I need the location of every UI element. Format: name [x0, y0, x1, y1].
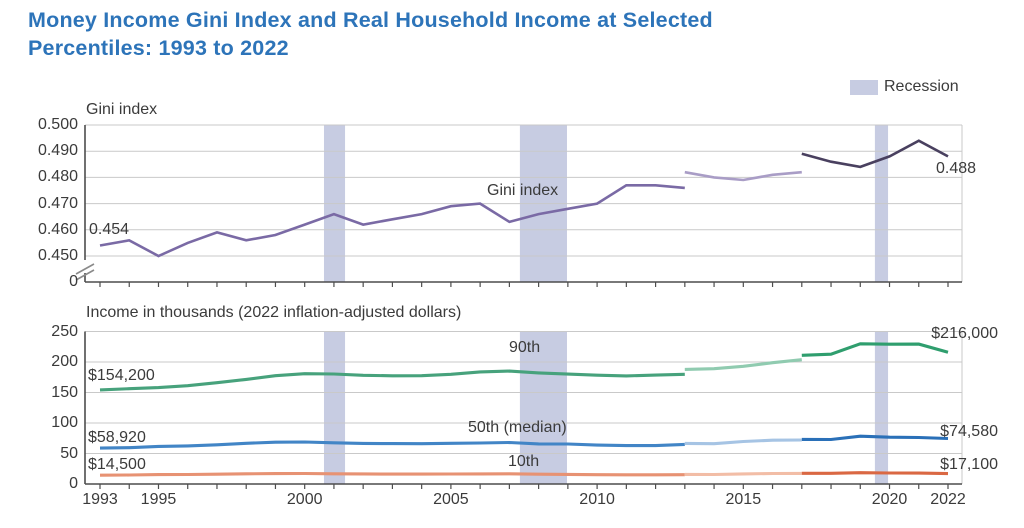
gini-y-tick-label: 0.490 — [37, 142, 78, 160]
gini-y-tick-label: 0.450 — [37, 247, 78, 264]
figure-title-line1: Money Income Gini Index and Real Househo… — [28, 8, 713, 32]
p10-line-1993-2013 — [99, 471, 685, 477]
income-y-tick-label: 200 — [51, 353, 78, 370]
p50-line-2017-2022 — [801, 434, 949, 442]
p90-line-2013-2017 — [684, 358, 802, 371]
income-y-tick-label: 100 — [51, 414, 78, 431]
gini-line-2013-2017 — [684, 170, 802, 182]
gini-y-tick-label: 0.470 — [37, 194, 78, 212]
p90-line-2017-2022 — [801, 342, 949, 357]
gini-start-value: 0.454 — [89, 221, 130, 238]
figure-title-line2: Percentiles: 1993 to 2022 — [28, 36, 289, 60]
gini-y-tick-label: 0 — [69, 273, 78, 290]
gini-y-tick-label: 0.480 — [37, 168, 78, 186]
p10-end-value: $17,100 — [940, 456, 998, 473]
axis-break-slash — [75, 263, 95, 275]
p50-line-2013-2017 — [684, 438, 802, 446]
income-panel-title: Income in thousands (2022 inflation-adju… — [86, 304, 462, 321]
gini-line-2017-2022 — [801, 139, 949, 169]
p10-line-2013-2017 — [684, 471, 802, 477]
x-tick-label: 2022 — [930, 491, 966, 508]
recession-band — [874, 331, 889, 484]
p90-start-value: $154,200 — [88, 367, 155, 384]
gini-line-1993-2013 — [99, 184, 685, 258]
x-tick-label: 2005 — [433, 491, 469, 508]
income-y-tick-label: 0 — [69, 475, 78, 492]
recession-legend-label: Recession — [884, 78, 959, 95]
p50-series-label: 50th (median) — [468, 419, 567, 436]
x-tick-label: 1995 — [140, 491, 177, 508]
p10-line-2017-2022 — [801, 471, 949, 476]
x-tick-label: 2015 — [725, 491, 762, 508]
p50-start-value: $58,920 — [88, 429, 146, 446]
x-tick-label: 1993 — [82, 491, 118, 508]
recession-band — [519, 331, 567, 484]
income-y-tick-label: 50 — [60, 444, 78, 462]
income-y-tick-label: 250 — [51, 322, 78, 340]
p10-start-value: $14,500 — [88, 456, 146, 473]
p50-line-1993-2013 — [99, 440, 685, 450]
p90-end-value: $216,000 — [931, 325, 998, 342]
recession-band — [323, 331, 346, 484]
p50-end-value: $74,580 — [940, 423, 998, 440]
p10-series-label: 10th — [508, 453, 540, 470]
gini-panel-title: Gini index — [86, 101, 158, 118]
x-tick-label: 2000 — [286, 491, 323, 508]
axis-break-mask — [81, 260, 89, 273]
gini-series-label: Gini index — [487, 182, 559, 199]
x-tick-label: 2020 — [871, 491, 908, 508]
income-y-tick-label: 150 — [51, 383, 78, 401]
figure-title: Money Income Gini Index and Real Househo… — [28, 6, 713, 62]
gini-y-tick-label: 0.500 — [37, 116, 78, 133]
p90-series-label: 90th — [509, 339, 541, 356]
gini-end-value: 0.488 — [936, 160, 977, 177]
axis-break-slash — [75, 269, 95, 281]
gini-y-tick-label: 0.460 — [37, 220, 78, 238]
recession-legend-swatch — [850, 80, 878, 95]
x-tick-label: 2010 — [579, 491, 615, 508]
p90-line-1993-2013 — [99, 369, 685, 392]
